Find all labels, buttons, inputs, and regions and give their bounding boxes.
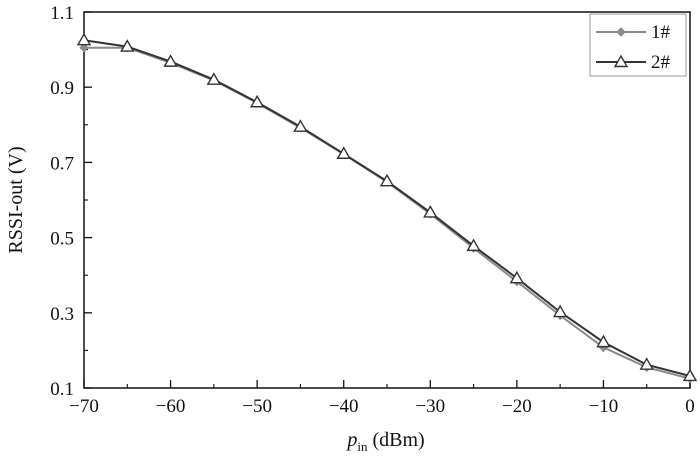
legend-box <box>589 13 687 77</box>
x-tick-labels: −70 −60 −50 −40 −30 −20 −10 0 <box>69 396 695 417</box>
x-tick-label: −20 <box>502 396 532 417</box>
legend-item-1: 1# <box>596 22 671 43</box>
series-2 <box>76 32 698 382</box>
data-point-2 <box>293 119 308 132</box>
x-tick-label: −10 <box>589 396 619 417</box>
data-point-2 <box>682 368 698 382</box>
data-point-2 <box>379 173 395 187</box>
x-tick-label: −40 <box>329 396 359 417</box>
y-tick-labels: 0.1 0.3 0.5 0.7 0.9 1.1 <box>50 3 74 400</box>
data-point-1 <box>79 43 89 53</box>
x-tick-label: −60 <box>156 396 186 417</box>
data-point-2 <box>336 146 351 159</box>
data-point-2 <box>163 54 178 67</box>
series-line-1 <box>84 46 691 380</box>
y-tick-label: 0.5 <box>50 229 74 250</box>
x-tick-label: −30 <box>415 396 445 417</box>
x-axis-title-sub: in <box>357 439 368 454</box>
x-tick-label: −50 <box>242 396 272 417</box>
series-layer <box>76 32 698 384</box>
axis-ticks <box>83 11 691 389</box>
data-point-2 <box>76 32 92 46</box>
x-tick-label: 0 <box>685 396 695 417</box>
y-tick-label: 0.9 <box>50 78 74 99</box>
x-axis-title-unit: (dBm) <box>367 429 424 451</box>
legend-marker-2 <box>613 54 629 68</box>
y-tick-label: 1.1 <box>50 3 74 24</box>
data-point-2 <box>639 357 654 370</box>
x-axis-title-main: p <box>345 429 357 451</box>
data-point-2 <box>423 204 438 218</box>
data-point-2 <box>206 72 222 85</box>
legend-label-1: 1# <box>651 22 671 43</box>
y-tick-label: 0.1 <box>50 379 74 400</box>
data-point-2 <box>509 270 525 284</box>
legend-marker-shape-1 <box>616 27 626 37</box>
x-axis-title: pin (dBm) <box>345 429 424 454</box>
data-point-2 <box>120 39 135 52</box>
series-1 <box>79 43 695 384</box>
y-axis-title: RSSI-out (V) <box>5 146 27 253</box>
data-point-2 <box>249 94 265 108</box>
data-point-2 <box>596 334 611 348</box>
legend-marker-1 <box>616 27 626 37</box>
data-point-2 <box>466 238 481 252</box>
legend-marker-shape-2 <box>613 54 629 68</box>
legend-label-2: 2# <box>651 52 671 73</box>
legend: 1# 2# <box>589 13 687 77</box>
legend-item-2: 2# <box>596 52 671 73</box>
series-line-2 <box>83 39 691 377</box>
x-tick-label: −70 <box>69 396 99 417</box>
data-point-2 <box>552 304 568 318</box>
y-tick-label: 0.3 <box>50 304 74 325</box>
y-tick-label: 0.7 <box>50 153 74 174</box>
